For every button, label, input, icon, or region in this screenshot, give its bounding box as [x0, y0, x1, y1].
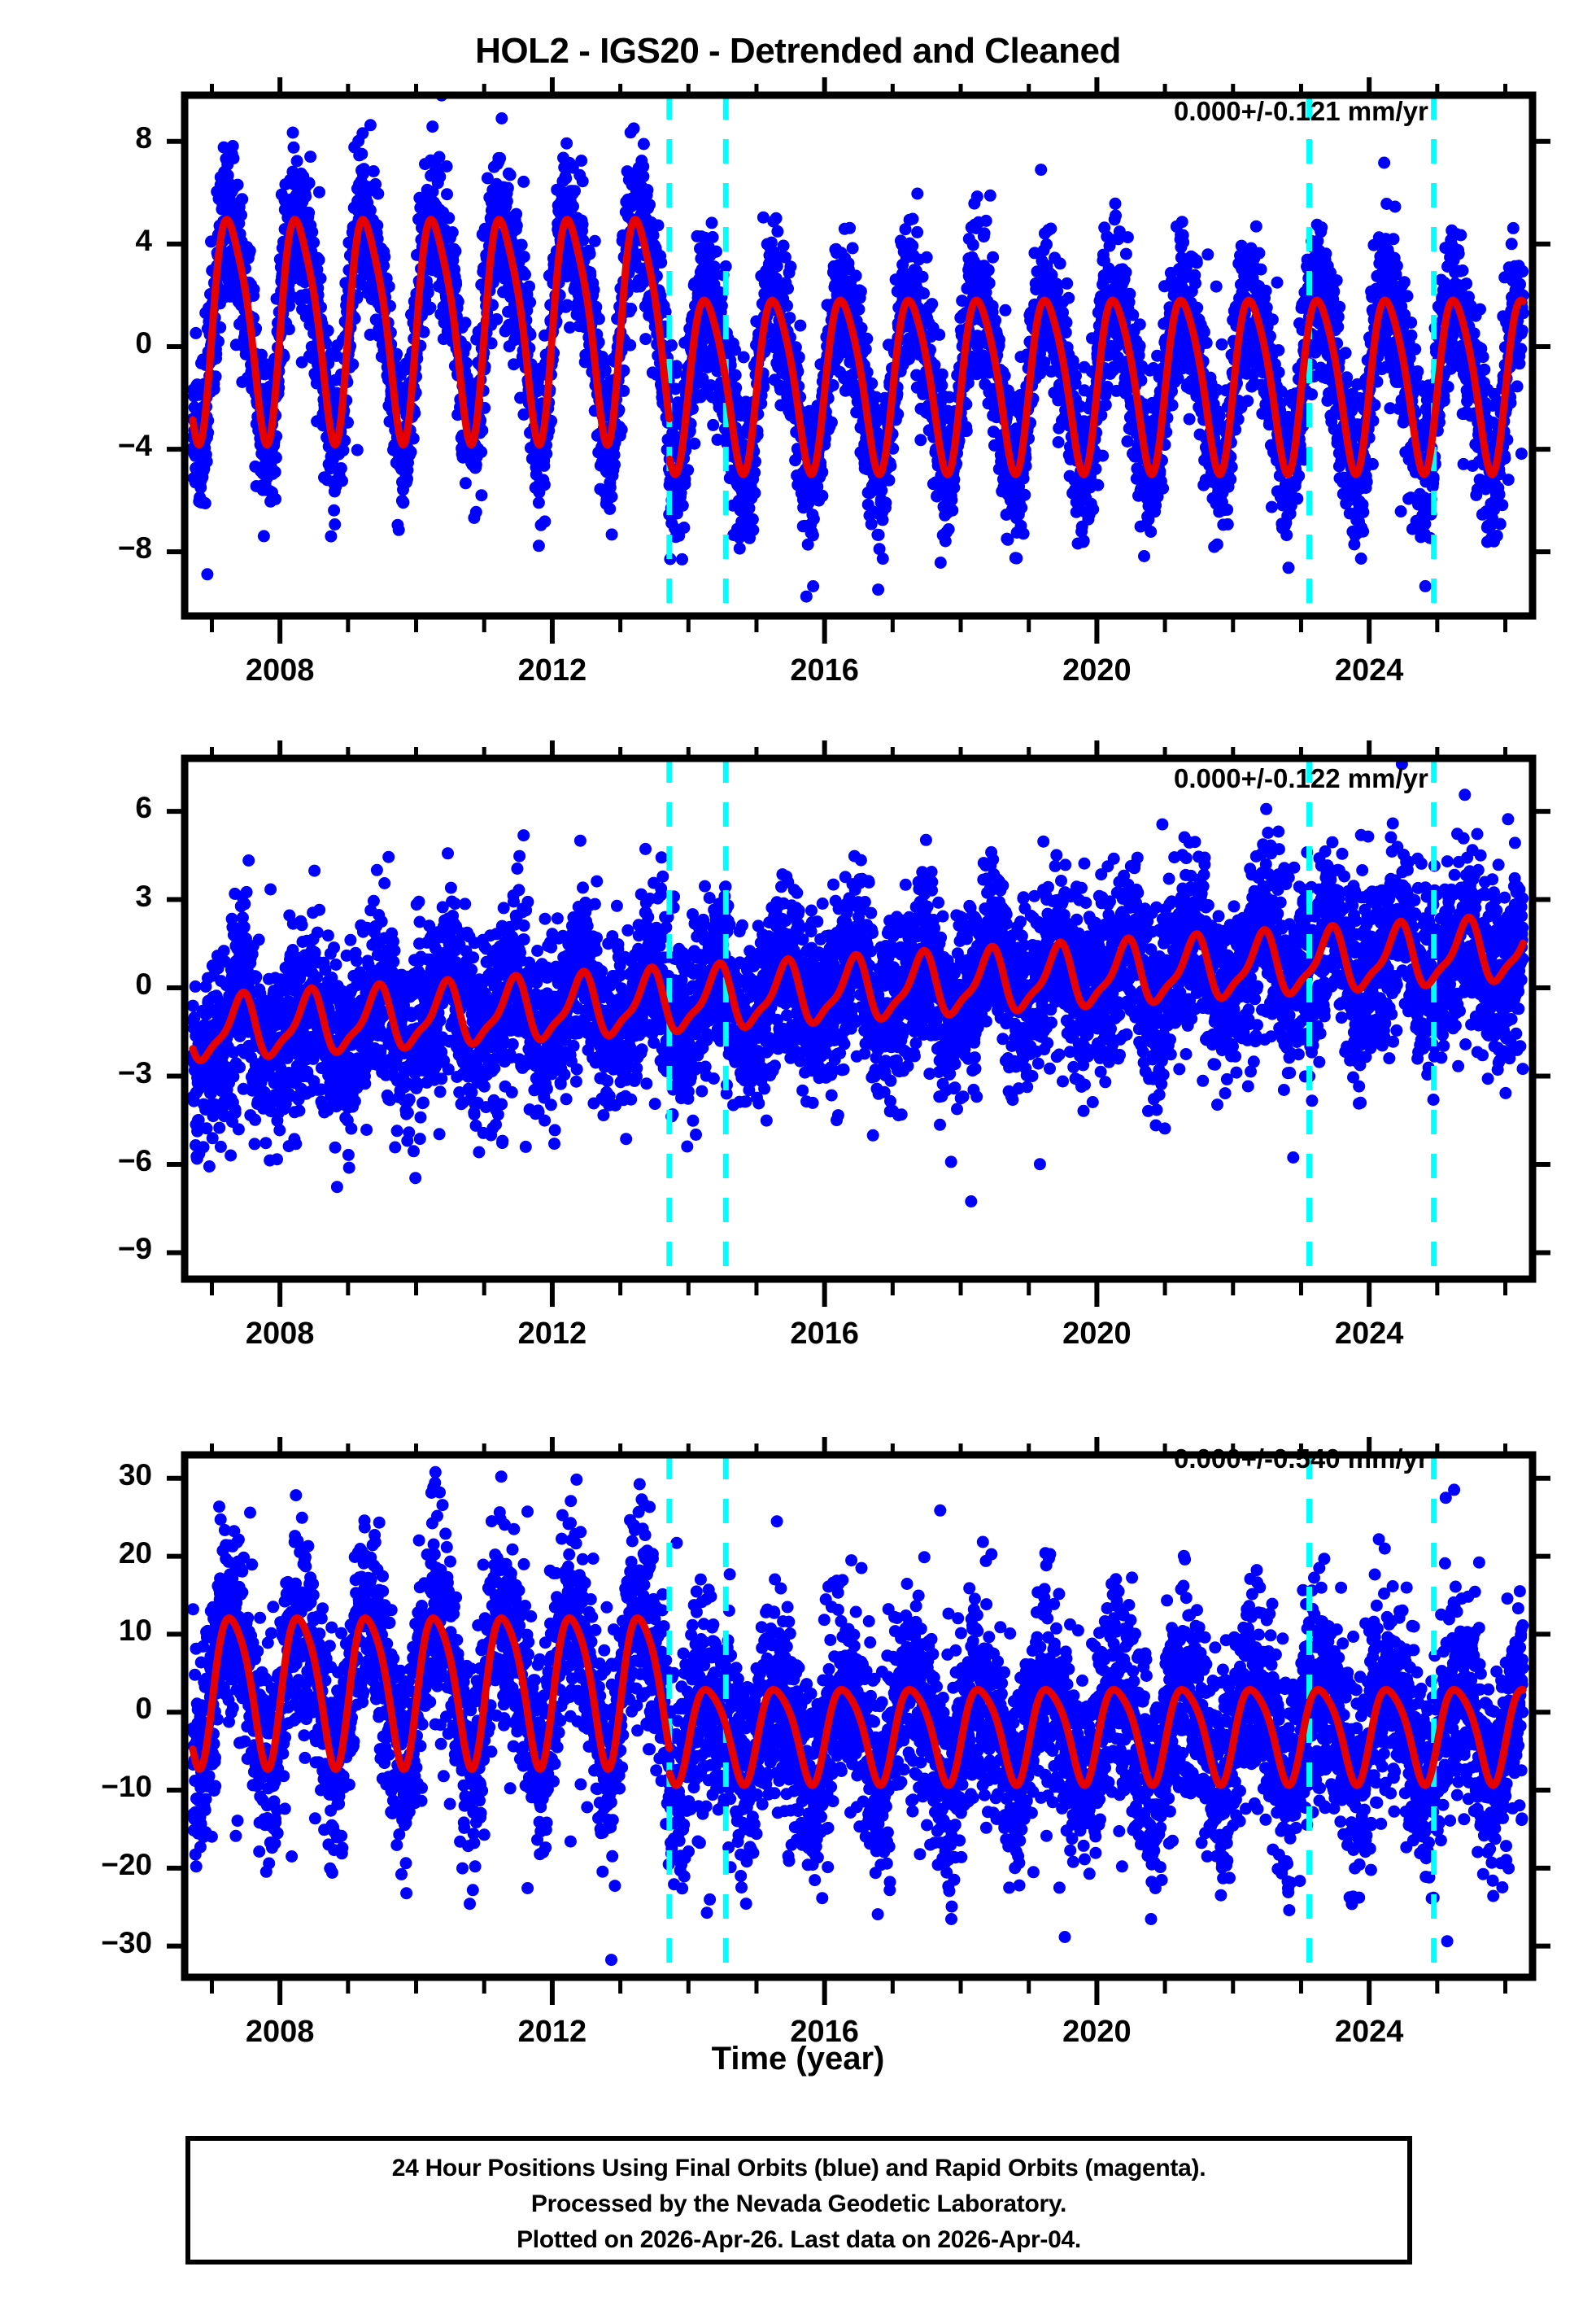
- caption-box: 24 Hour Positions Using Final Orbits (bl…: [185, 2136, 1412, 2265]
- x-axis-title: Time (year): [711, 2041, 885, 2077]
- up-xtick-label: 2020: [1062, 2015, 1132, 2049]
- up-rate-annotation: 0.000+/-0.540 mm/yr: [1174, 1443, 1428, 1474]
- east-ytick-label: −8: [117, 531, 152, 566]
- up-xtick-label: 2016: [790, 2015, 859, 2049]
- up-ytick-label: −20: [101, 1847, 152, 1881]
- north-plot-canvas: [167, 740, 1550, 1307]
- east-rate-annotation: 0.000+/-0.121 mm/yr: [1174, 96, 1428, 126]
- north-xtick-label: 2012: [517, 1317, 587, 1351]
- north-xtick-label: 2016: [790, 1317, 859, 1351]
- north-xtick-label: 2008: [245, 1317, 315, 1351]
- up-ytick-label: 20: [118, 1535, 152, 1570]
- up-xtick-label: 2012: [517, 2015, 587, 2049]
- east-ytick-label: 8: [135, 120, 152, 155]
- east-xtick-label: 2020: [1062, 653, 1132, 688]
- east-ytick-label: −4: [117, 429, 152, 463]
- up-xtick-label: 2024: [1334, 2015, 1404, 2049]
- north-ytick-label: −3: [117, 1055, 152, 1090]
- up-ytick-label: −10: [101, 1770, 152, 1804]
- up-ytick-label: −30: [101, 1925, 152, 1959]
- east-plot-canvas: [167, 77, 1550, 644]
- north-xtick-label: 2020: [1062, 1317, 1132, 1351]
- panel-east: East (mm) 0.000+/-0.121 mm/yr: [0, 0, 1596, 700]
- east-xtick-label: 2016: [790, 653, 859, 688]
- east-ytick-label: 0: [135, 325, 152, 360]
- north-ytick-label: −6: [117, 1143, 152, 1177]
- north-rate-annotation: 0.000+/-0.122 mm/yr: [1174, 763, 1428, 793]
- north-ytick-label: −9: [117, 1232, 152, 1266]
- up-ytick-label: 10: [118, 1614, 152, 1648]
- north-ytick-label: 3: [135, 879, 152, 913]
- caption-line-3: Plotted on 2026-Apr-26. Last data on 202…: [517, 2226, 1081, 2253]
- page-title: HOL2 - IGS20 - Detrended and Cleaned: [475, 31, 1121, 71]
- panel-up: Up (mm) 0.000+/-0.540 mm/yr: [0, 1424, 1596, 2067]
- caption-line-2: Processed by the Nevada Geodetic Laborat…: [530, 2190, 1067, 2217]
- panel-north: North (mm) 0.000+/-0.122 mm/yr: [0, 700, 1596, 1424]
- up-xtick-label: 2008: [245, 2015, 315, 2049]
- east-xtick-label: 2012: [517, 653, 587, 688]
- north-xtick-label: 2024: [1334, 1317, 1404, 1351]
- up-plot-canvas: [167, 1437, 1550, 2005]
- up-ytick-label: 0: [135, 1692, 152, 1726]
- east-ytick-label: 4: [135, 223, 152, 257]
- east-xtick-label: 2008: [245, 653, 315, 688]
- caption-line-1: 24 Hour Positions Using Final Orbits (bl…: [391, 2155, 1206, 2182]
- north-ytick-label: 6: [135, 791, 152, 825]
- east-xtick-label: 2024: [1334, 653, 1404, 688]
- up-ytick-label: 30: [118, 1457, 152, 1491]
- north-ytick-label: 0: [135, 967, 152, 1002]
